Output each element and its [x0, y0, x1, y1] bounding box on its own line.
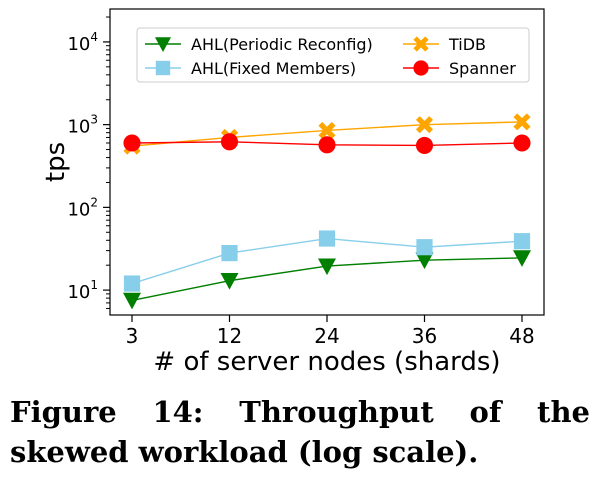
legend-item-2: AHL(Fixed Members)	[145, 59, 356, 78]
data-point	[318, 121, 336, 140]
legend-label: Spanner	[449, 59, 516, 78]
data-point	[416, 239, 433, 256]
figure-caption: Figure 14: Throughput of the skewed work…	[10, 395, 590, 469]
legend-label: AHL(Fixed Members)	[191, 59, 356, 78]
legend-item-1: AHL(Periodic Reconfig)	[145, 35, 373, 54]
y-axis-title: tps	[41, 142, 71, 182]
series-1	[123, 250, 531, 310]
data-point	[318, 258, 336, 276]
data-point	[123, 292, 141, 310]
data-point	[513, 250, 531, 267]
data-point	[415, 252, 434, 270]
data-point	[513, 134, 531, 152]
plot-area	[123, 113, 531, 310]
legend-marker	[155, 60, 171, 76]
legend-marker	[413, 60, 429, 76]
series-2	[123, 230, 531, 292]
legend-marker	[413, 36, 429, 52]
data-point	[415, 116, 434, 134]
data-point	[221, 245, 238, 262]
data-point	[123, 134, 141, 152]
legend-label: TiDB	[448, 35, 486, 54]
data-point	[513, 113, 531, 131]
data-point	[123, 275, 141, 292]
x-tick-label: 24	[314, 324, 339, 348]
data-point	[220, 133, 239, 151]
data-point	[318, 136, 336, 154]
data-point	[318, 230, 336, 247]
x-tick-label: 12	[217, 324, 242, 348]
data-point	[415, 136, 434, 155]
y-tick-label: 101	[67, 278, 98, 303]
data-point	[513, 233, 531, 250]
y-tick-label: 102	[67, 195, 98, 220]
throughput-chart: 101 102 103 104 3 12 24 36 48 AHL(Periodic Recon…	[41, 8, 545, 377]
data-point	[220, 273, 239, 290]
x-tick-label: 36	[412, 324, 437, 348]
x-tick-label: 48	[509, 324, 534, 348]
axes: 101 102 103 104 3 12 24 36 48	[67, 8, 545, 348]
y-tick-label: 104	[67, 30, 98, 55]
series-4	[123, 133, 531, 155]
y-tick-label: 103	[67, 113, 98, 138]
x-tick-label: 3	[126, 324, 139, 348]
x-axis-title: # of server nodes (shards)	[153, 347, 500, 377]
legend-marker	[155, 37, 171, 52]
legend: AHL(Periodic Reconfig) AHL(Fixed Members)…	[136, 27, 530, 83]
legend-item-3: TiDB	[403, 35, 486, 54]
legend-label: AHL(Periodic Reconfig)	[191, 35, 373, 54]
legend-item-4: Spanner	[403, 59, 516, 78]
